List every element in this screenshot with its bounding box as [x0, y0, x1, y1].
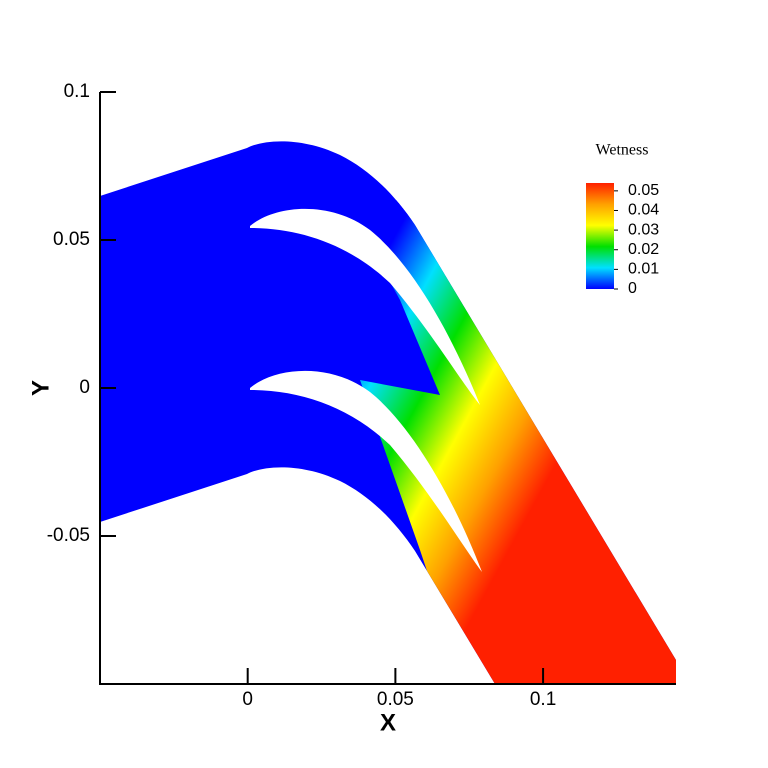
colorbar-tick-label: 0 [628, 280, 637, 297]
y-tick-label: 0.05 [53, 229, 90, 250]
x-tick-label: 0 [242, 689, 253, 710]
colorbar-tick-label: 0.03 [628, 221, 659, 238]
y-tick-label: 0.1 [64, 81, 90, 102]
y-tick-label: 0 [79, 377, 90, 398]
blade [250, 370, 482, 572]
x-tick-label: 0.1 [530, 689, 556, 710]
blade [250, 208, 480, 405]
colorbar [586, 183, 614, 289]
y-axis-label: Y [27, 380, 54, 396]
y-tick-label: -0.05 [47, 525, 90, 546]
colorbar-tick-label: 0.05 [628, 182, 659, 199]
axes-frame [99, 92, 676, 685]
colorbar-tick-label: 0.01 [628, 261, 659, 278]
colorbar-tick-label: 0.04 [628, 202, 659, 219]
x-tick-label: 0.05 [377, 689, 414, 710]
colorbar-title: Wetness [596, 142, 649, 159]
colorbar-tick-label: 0.02 [628, 241, 659, 258]
x-axis-label: X [380, 709, 396, 736]
